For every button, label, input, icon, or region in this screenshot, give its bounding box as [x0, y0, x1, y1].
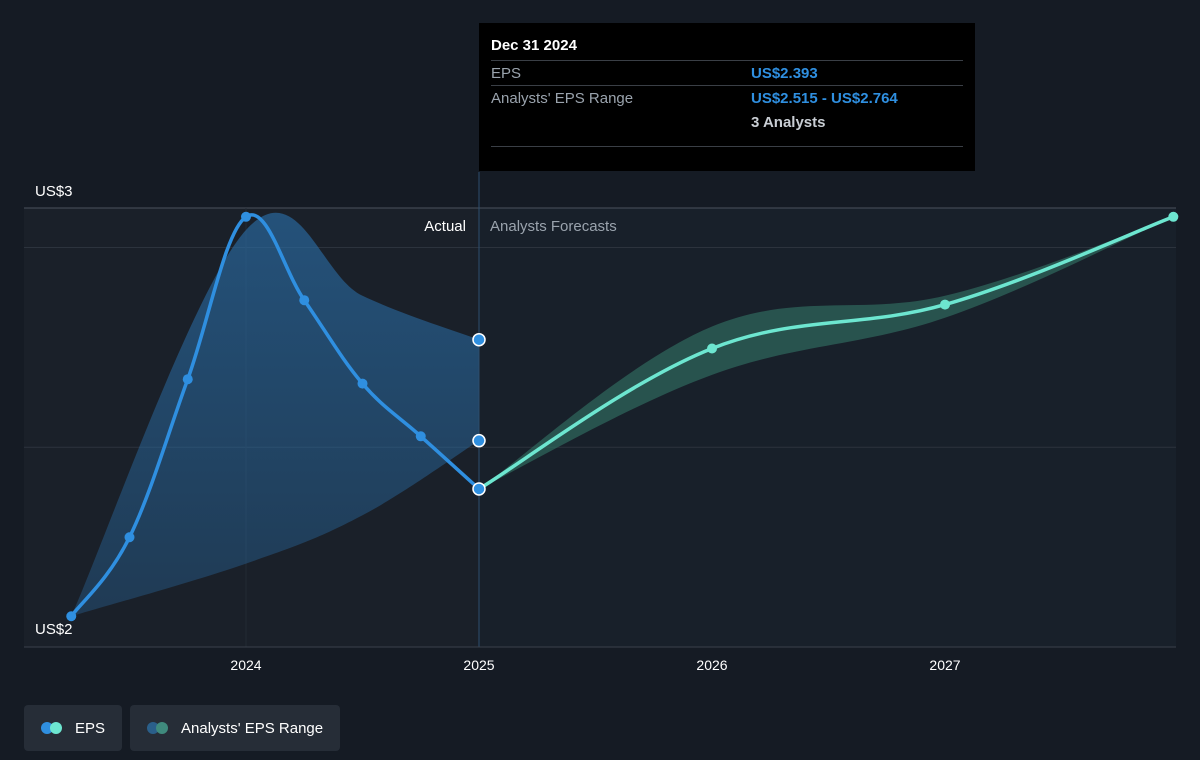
series-line-forecast: [477, 215, 1176, 491]
series-lines: [69, 213, 1176, 619]
tooltip-row-eps: EPS US$2.393: [491, 60, 963, 85]
legend-swatch-icon: [41, 722, 65, 734]
data-point: [940, 299, 950, 310]
tooltip-date: Dec 31 2024: [491, 37, 577, 54]
data-point: [707, 343, 717, 354]
tooltip-value: US$2.515 - US$2.764: [751, 89, 898, 107]
legend: EPS Analysts' EPS Range: [24, 705, 341, 751]
data-point: [299, 295, 310, 306]
range-bands: [71, 212, 1174, 617]
y-axis-label: US$2: [35, 621, 73, 638]
legend-item-eps[interactable]: EPS: [24, 705, 123, 751]
data-point: [357, 378, 368, 389]
tooltip-value: US$2.393: [751, 64, 818, 82]
marker-2025: [472, 332, 486, 347]
data-point: [415, 431, 426, 442]
legend-label: EPS: [75, 719, 106, 737]
tooltip-row-range: Analysts' EPS Range US$2.515 - US$2.764: [491, 85, 963, 110]
section-label-forecast: Analysts Forecasts: [490, 218, 617, 235]
marker-2025: [472, 482, 486, 496]
y-axis-label: US$3: [35, 183, 73, 200]
tooltip-row-analysts: 3 Analysts: [491, 110, 963, 134]
series-line-actual: [69, 213, 481, 619]
data-point: [182, 374, 193, 385]
x-axis-labels: 2024 2025 2026 2027: [230, 657, 960, 673]
tooltip: Dec 31 2024 EPS US$2.393 Analysts' EPS R…: [479, 23, 975, 171]
legend-swatch-icon: [147, 722, 171, 734]
tooltip-analysts-count: 3 Analysts: [751, 113, 826, 131]
data-point: [241, 211, 251, 222]
x-axis-tick-label: 2027: [929, 657, 960, 673]
tooltip-key: Analysts' EPS Range: [491, 89, 634, 107]
x-axis-tick-label: 2026: [696, 657, 727, 673]
data-point: [66, 611, 77, 622]
marker-2025: [472, 433, 486, 448]
x-axis-tick-label: 2025: [463, 657, 494, 673]
tooltip-divider: [491, 146, 963, 147]
x-axis-tick-label: 2024: [230, 657, 261, 673]
legend-label: Analysts' EPS Range: [181, 719, 324, 737]
section-label-actual: Actual: [424, 218, 466, 235]
eps-range-band-forecast: [479, 216, 1174, 489]
data-point: [1168, 211, 1179, 222]
eps-range-band-actual: [71, 212, 479, 617]
tooltip-key: EPS: [491, 64, 522, 82]
y-axis-labels: US$3 US$2: [35, 183, 73, 638]
series-points: [66, 211, 1179, 622]
data-point: [124, 532, 135, 543]
legend-item-eps-range[interactable]: Analysts' EPS Range: [130, 705, 341, 751]
